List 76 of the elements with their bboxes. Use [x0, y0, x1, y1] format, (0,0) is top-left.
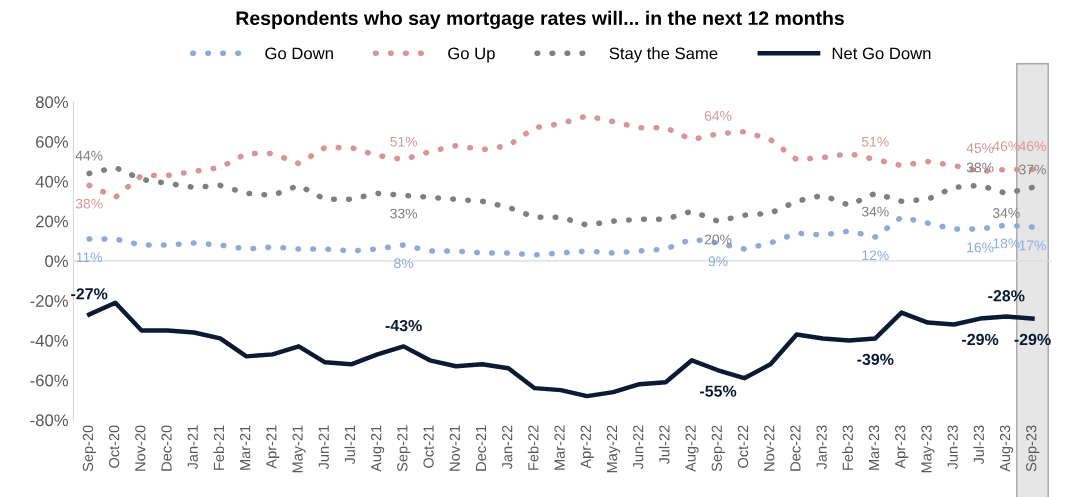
- x-tick-label: Apr-22: [580, 425, 594, 469]
- x-tick-label: Jul-23: [973, 425, 984, 465]
- x-tick-label: Apr-23: [895, 425, 909, 469]
- x-tick-label: Aug-22: [685, 425, 699, 472]
- y-tick-label: -60%: [30, 374, 68, 387]
- chart-title: Respondents who say mortgage rates will... in the next 12 months: [236, 10, 844, 29]
- data-label: 46%: [1018, 141, 1046, 151]
- x-tick-label: Feb-22: [527, 425, 539, 470]
- x-tick-label: Dec-22: [790, 425, 801, 471]
- y-tick-label: 80%: [35, 96, 68, 109]
- x-tick-label: Jun-21: [318, 425, 329, 470]
- x-tick-label: Sep-22: [711, 425, 725, 472]
- data-label: -55%: [700, 385, 737, 397]
- x-tick-label: May-21: [292, 425, 306, 473]
- data-label: 16%: [967, 242, 994, 253]
- data-label: -29%: [962, 333, 999, 346]
- y-tick-label: -40%: [30, 334, 68, 347]
- x-tick-label: Jul-21: [344, 425, 356, 465]
- data-label: 64%: [704, 110, 732, 121]
- x-tick-label: Jan-22: [502, 425, 513, 470]
- x-tick-label: Sep-20: [82, 425, 96, 472]
- legend-label: Stay the Same: [609, 47, 718, 63]
- data-label: -27%: [71, 288, 108, 300]
- legend-label: Go Up: [448, 47, 495, 63]
- data-label: 45%: [966, 143, 994, 153]
- legend-label: Go Down: [265, 47, 333, 60]
- y-tick-label: 20%: [36, 215, 68, 228]
- x-tick-label: Apr-21: [266, 425, 280, 469]
- x-tick-label: Dec-20: [161, 425, 172, 471]
- x-tick-label: May-23: [921, 425, 935, 473]
- data-label: 51%: [861, 136, 889, 147]
- data-label: 8%: [394, 258, 414, 269]
- x-tick-label: Jul-22: [658, 425, 670, 465]
- data-label: 38%: [966, 162, 994, 173]
- x-tick-label: Mar-23: [868, 425, 880, 470]
- x-tick-label: Oct-22: [737, 425, 749, 468]
- y-tick-label: 40%: [35, 175, 68, 188]
- legend-label: Net Go Down: [832, 47, 931, 60]
- x-tick-label: Jan-23: [816, 425, 827, 470]
- x-tick-label: Sep-23: [1026, 425, 1040, 472]
- x-tick-label: Nov-20: [135, 425, 146, 471]
- x-tick-label: Aug-21: [370, 425, 385, 472]
- data-label: 51%: [390, 136, 418, 147]
- x-tick-label: Jun-22: [633, 425, 644, 470]
- data-label: -39%: [857, 353, 894, 365]
- data-label: 33%: [390, 208, 418, 219]
- y-tick-label: 60%: [36, 136, 68, 148]
- data-label: 20%: [704, 234, 732, 245]
- x-tick-label: Feb-21: [213, 425, 225, 470]
- x-tick-label: Mar-21: [239, 425, 251, 470]
- x-tick-label: Aug-23: [999, 425, 1014, 472]
- data-label: 44%: [75, 150, 103, 161]
- x-tick-label: Jan-21: [187, 425, 198, 470]
- y-tick-label: -20%: [30, 295, 68, 307]
- x-tick-label: Nov-22: [764, 425, 775, 471]
- data-label: 17%: [1019, 240, 1046, 251]
- x-tick-label: Nov-21: [449, 425, 460, 471]
- data-label: -29%: [1014, 333, 1051, 346]
- x-tick-label: Jun-23: [947, 425, 958, 470]
- data-label: -28%: [988, 290, 1025, 302]
- data-label: 37%: [1019, 164, 1046, 175]
- data-label: 12%: [862, 250, 889, 261]
- data-label: 38%: [75, 198, 103, 209]
- x-tick-label: Sep-21: [397, 425, 411, 472]
- x-tick-label: Dec-21: [475, 425, 487, 471]
- x-tick-label: May-22: [606, 425, 621, 473]
- x-tick-label: Feb-23: [842, 425, 853, 470]
- y-tick-label: -80%: [30, 414, 68, 427]
- y-tick-label: 0%: [45, 255, 68, 268]
- data-label: 9%: [708, 256, 728, 267]
- x-tick-label: Oct-20: [108, 425, 120, 468]
- data-label: 34%: [861, 206, 889, 217]
- data-label: 11%: [76, 252, 103, 263]
- x-tick-label: Mar-22: [554, 425, 565, 470]
- x-tick-label: Oct-21: [423, 425, 434, 468]
- data-label: -43%: [385, 319, 422, 332]
